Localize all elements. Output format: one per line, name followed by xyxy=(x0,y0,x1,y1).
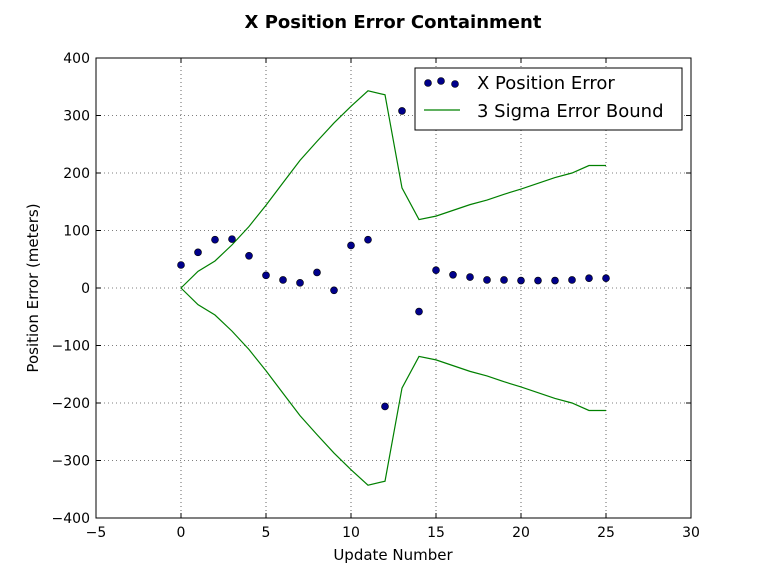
x-tick-label: 10 xyxy=(342,525,360,541)
error-point xyxy=(211,235,219,244)
error-point xyxy=(398,107,406,115)
error-point xyxy=(313,268,321,277)
upper-sigma-bound-line xyxy=(180,90,606,289)
y-tick-label: −300 xyxy=(52,454,90,470)
x-tick-label: 25 xyxy=(597,525,615,541)
y-tick-label: 400 xyxy=(63,51,90,67)
x-tick-label: 20 xyxy=(512,525,530,541)
error-point xyxy=(500,276,508,284)
x-tick-label: 30 xyxy=(682,525,700,541)
error-point xyxy=(551,276,559,285)
legend-box xyxy=(414,67,683,131)
axis-ticks: −5 0 5 10 15 20 25 30 −400 −300 −200 −100 0 100 200 300… xyxy=(52,51,700,541)
error-point xyxy=(279,276,287,284)
error-point xyxy=(330,286,338,295)
error-point xyxy=(177,261,185,269)
x-axis-label: Update Number xyxy=(333,546,453,564)
error-point xyxy=(466,273,474,281)
lower-sigma-bound-line xyxy=(180,287,606,486)
error-point xyxy=(449,270,457,279)
y-tick-label: 200 xyxy=(63,166,90,182)
y-tick-label: 100 xyxy=(63,224,90,240)
y-tick-label: 0 xyxy=(81,281,90,297)
x-tick-label: 5 xyxy=(262,525,271,541)
legend-marker-dot xyxy=(424,79,432,87)
error-point xyxy=(415,307,423,316)
chart-title: X Position Error Containment xyxy=(245,12,542,33)
plot-area xyxy=(177,90,610,486)
error-point xyxy=(585,274,593,283)
error-point xyxy=(534,276,542,285)
error-point xyxy=(245,252,253,260)
y-tick-label: −200 xyxy=(52,396,90,412)
error-point xyxy=(568,276,576,284)
legend-marker-dot xyxy=(451,80,459,88)
error-point xyxy=(381,402,389,411)
grid xyxy=(96,58,691,518)
legend-label-error: X Position Error xyxy=(477,73,615,94)
error-point xyxy=(517,276,525,285)
error-point xyxy=(296,279,304,287)
error-point xyxy=(364,235,372,244)
error-point xyxy=(262,271,270,280)
y-tick-label: 300 xyxy=(63,109,90,125)
x-tick-label: 0 xyxy=(177,525,186,541)
legend: X Position Error 3 Sigma Error Bound xyxy=(414,67,683,131)
error-point xyxy=(194,248,202,257)
error-point xyxy=(602,274,610,283)
error-point xyxy=(347,241,355,250)
error-point xyxy=(228,235,236,243)
y-axis-label: Position Error (meters) xyxy=(24,203,42,372)
x-tick-label: −5 xyxy=(86,525,107,541)
legend-label-bound: 3 Sigma Error Bound xyxy=(477,101,664,122)
y-tick-label: −400 xyxy=(52,511,90,527)
error-point xyxy=(483,276,491,284)
legend-marker-dot xyxy=(437,77,445,85)
error-point xyxy=(432,266,440,274)
y-tick-label: −100 xyxy=(52,339,90,355)
x-tick-label: 15 xyxy=(427,525,445,541)
